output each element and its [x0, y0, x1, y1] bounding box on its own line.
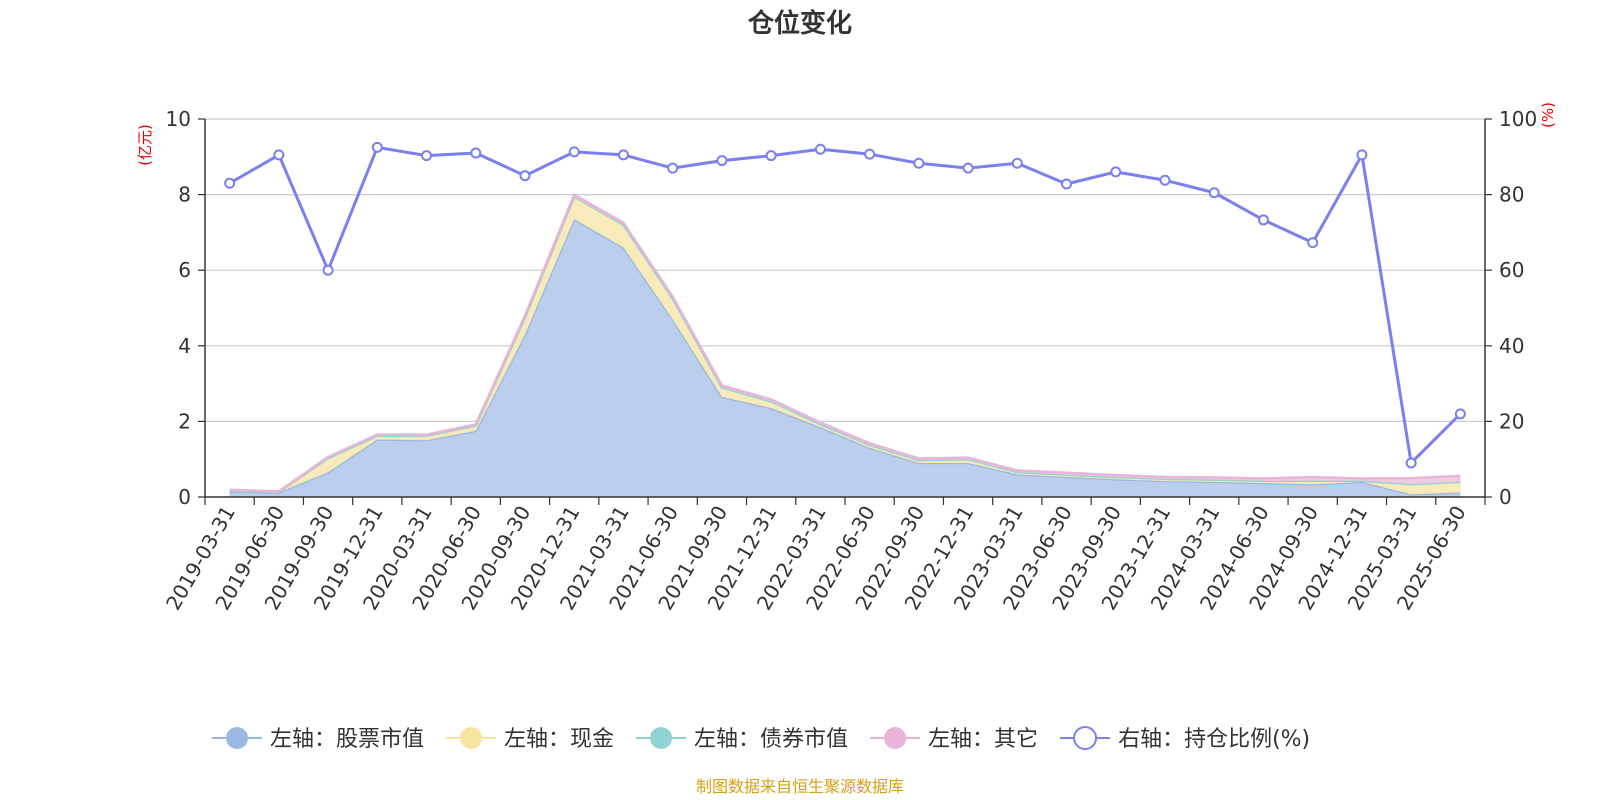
line-point [962, 162, 974, 174]
line-point [273, 149, 285, 161]
right-axis-unit: (%) [1539, 102, 1557, 128]
right-tick-label: 40 [1499, 334, 1524, 358]
legend-label: 左轴：债券市值 [694, 727, 848, 752]
line-point [1110, 166, 1122, 178]
line-point [1257, 214, 1269, 226]
legend: 左轴：股票市值 左轴：现金 左轴：债券市值 左轴：其它 右轴：持仓比例(%) [212, 726, 1310, 752]
legend-label: 左轴：现金 [504, 727, 614, 752]
line-point [765, 150, 777, 162]
axes: 02468100204060801002019-03-312019-06-302… [161, 107, 1537, 614]
chart-title: 仓位变化 [747, 8, 852, 39]
line-point [568, 146, 580, 158]
line-point [371, 141, 383, 153]
line-point [470, 147, 482, 159]
line-point [322, 264, 334, 276]
legend-swatch-marker [884, 727, 907, 749]
left-tick-label: 0 [178, 485, 191, 509]
right-tick-label: 80 [1499, 183, 1524, 207]
legend-swatch-marker [1073, 726, 1098, 750]
area-edge-左轴：其它 [229, 192, 1461, 493]
line-point [421, 150, 433, 162]
source-note: 制图数据来自恒生聚源数据库 [696, 777, 904, 796]
grid-lines [205, 118, 1485, 422]
left-tick-label: 4 [178, 334, 191, 358]
left-axis-unit: (亿元) [136, 124, 154, 166]
right-tick-label: 0 [1499, 485, 1512, 509]
line-point [1307, 237, 1319, 249]
line-point [1454, 408, 1466, 420]
left-tick-label: 6 [178, 258, 191, 282]
right-tick-label: 60 [1499, 258, 1524, 282]
left-tick-label: 8 [178, 183, 191, 207]
line-point [1061, 178, 1073, 190]
area-左轴：股票市值 [229, 219, 1461, 498]
legend-label: 左轴：其它 [928, 727, 1038, 752]
line-point [716, 155, 728, 167]
right-tick-label: 20 [1499, 409, 1524, 433]
line-point [1011, 157, 1023, 169]
legend-swatch-marker [650, 727, 673, 749]
left-tick-label: 10 [166, 107, 191, 131]
line-point [913, 157, 925, 169]
legend-swatch-marker [226, 727, 248, 749]
legend-label: 左轴：股票市值 [270, 727, 424, 752]
legend-swatch-marker [460, 727, 483, 749]
line-point [1405, 457, 1417, 469]
line-point [224, 177, 236, 189]
line-point [617, 149, 629, 161]
right-tick-label: 100 [1499, 107, 1537, 131]
line-point [814, 143, 826, 155]
line-series [228, 145, 1462, 467]
legend-label: 右轴：持仓比例(%) [1118, 727, 1310, 752]
line-point [667, 162, 679, 174]
line-point [1159, 174, 1171, 186]
line-point [1356, 149, 1368, 161]
position-ratio-line [224, 141, 1466, 469]
line-point [519, 170, 531, 182]
line-point [1208, 187, 1220, 199]
line-point [864, 148, 876, 160]
stacked-areas [229, 192, 1461, 498]
left-tick-label: 2 [178, 409, 191, 433]
